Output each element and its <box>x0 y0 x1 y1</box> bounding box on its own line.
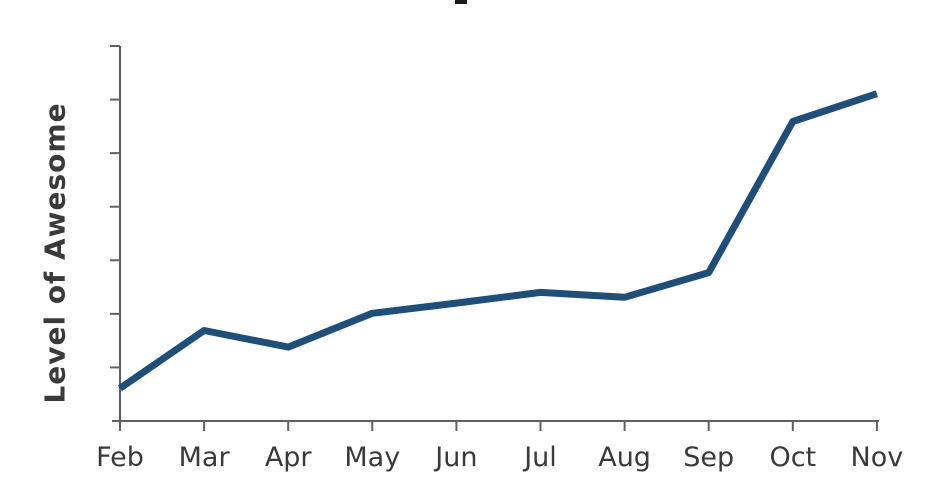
x-tick-label: Aug <box>598 442 651 473</box>
cropped-title-mark <box>455 0 467 4</box>
x-tick-label: Jun <box>433 442 477 473</box>
x-tick-label: Nov <box>851 442 904 473</box>
x-tick-label: Oct <box>769 442 816 473</box>
x-tick-label: Apr <box>265 442 313 473</box>
x-tick-label: Feb <box>96 442 144 473</box>
x-tick-label: Jul <box>522 442 557 473</box>
x-tick-label: Mar <box>179 442 231 473</box>
x-tick-label: May <box>344 442 400 473</box>
x-tick-label: Sep <box>683 442 734 473</box>
data-series-line <box>118 90 878 392</box>
